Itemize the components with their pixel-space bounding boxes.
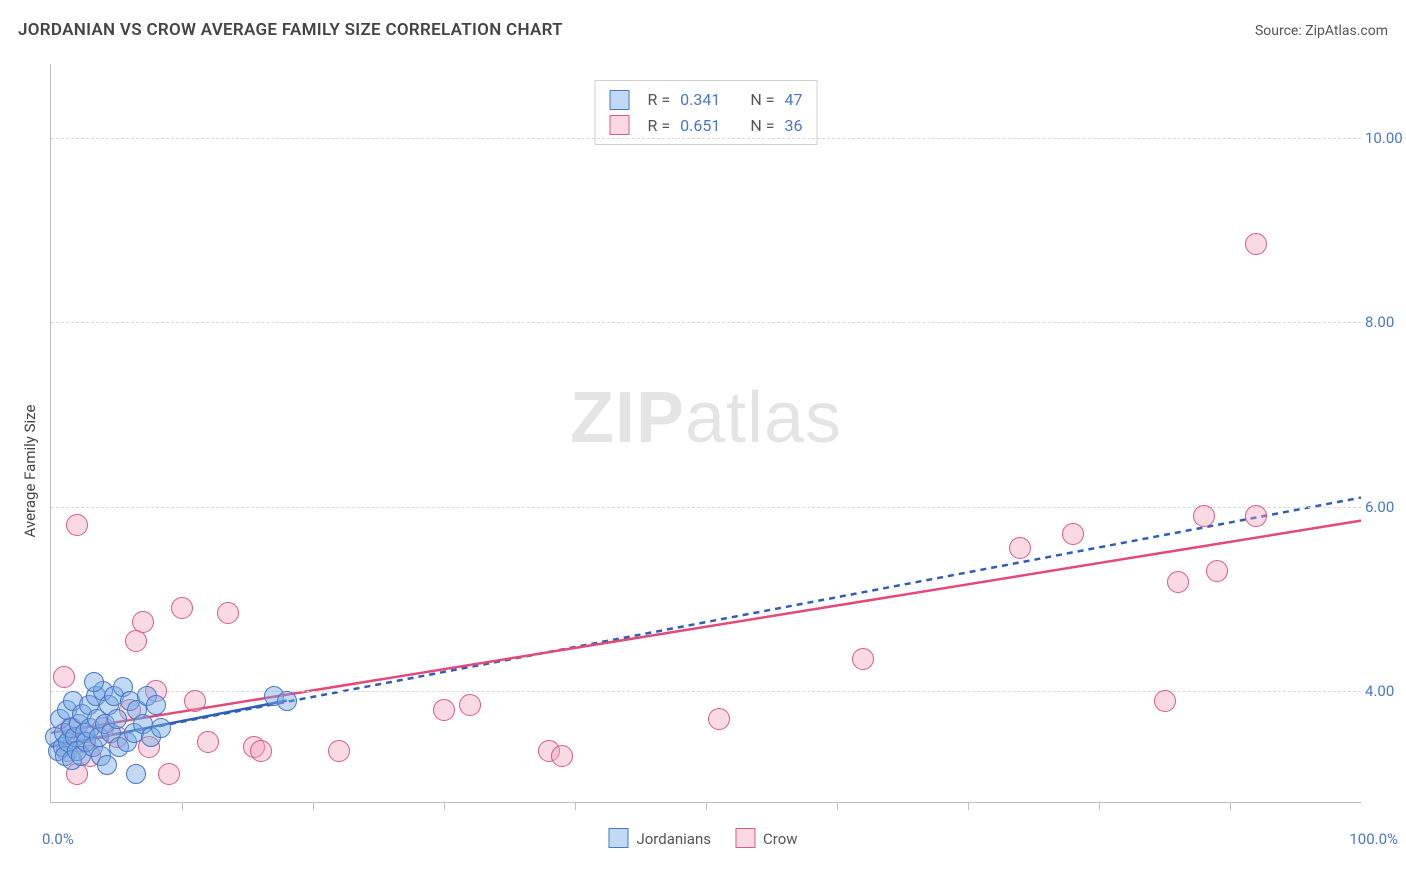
stats-r-value: 0.341 [680, 87, 720, 113]
jordanians-marker [277, 691, 297, 711]
legend-label: Jordanians [636, 830, 711, 848]
crow-marker [250, 740, 272, 762]
crow-marker [197, 731, 219, 753]
chart-title: JORDANIAN VS CROW AVERAGE FAMILY SIZE CO… [18, 20, 563, 40]
crow-marker [1193, 505, 1215, 527]
x-axis-max-label: 100.0% [1349, 830, 1398, 848]
legend-swatch [735, 828, 755, 848]
crow-marker [132, 611, 154, 633]
y-tick-label: 4.00 [1365, 682, 1406, 700]
jordanians-marker [146, 695, 166, 715]
stats-r-value: 0.651 [680, 113, 720, 139]
chart-header: JORDANIAN VS CROW AVERAGE FAMILY SIZE CO… [18, 20, 1388, 40]
crow-marker [1062, 523, 1084, 545]
crow-marker [459, 694, 481, 716]
series-legend: Jordanians Crow [608, 828, 797, 848]
x-tick [182, 802, 183, 810]
crow-marker [66, 514, 88, 536]
x-tick [444, 802, 445, 810]
x-tick [313, 802, 314, 810]
crow-marker [328, 740, 350, 762]
crow-marker [708, 708, 730, 730]
legend-item: Jordanians [608, 828, 711, 848]
y-tick-label: 10.00 [1365, 129, 1406, 147]
gridline-h [51, 322, 1361, 323]
crow-marker [551, 745, 573, 767]
legend-swatch [608, 828, 628, 848]
jordanians-marker [97, 755, 117, 775]
x-tick [575, 802, 576, 810]
x-tick [1099, 802, 1100, 810]
stats-swatch [610, 115, 630, 135]
x-tick [1230, 802, 1231, 810]
stats-n-value: 36 [784, 113, 802, 139]
stats-row: R = 0.651 N = 36 [610, 113, 803, 139]
x-tick [968, 802, 969, 810]
stats-row: R = 0.341 N = 47 [610, 87, 803, 113]
gridline-h [51, 138, 1361, 139]
legend-label: Crow [763, 830, 798, 848]
crow-marker [1009, 537, 1031, 559]
stats-r-label: R = [648, 87, 671, 113]
plot-area: ZIPatlas R =0.341N =47R =0.651N =36 4.00… [50, 64, 1361, 803]
jordanians-marker [126, 764, 146, 784]
crow-marker [1167, 571, 1189, 593]
crow-marker [852, 648, 874, 670]
crow-marker [1245, 233, 1267, 255]
crow-marker [53, 666, 75, 688]
crow-marker [184, 690, 206, 712]
crow-marker [158, 763, 180, 785]
x-tick [837, 802, 838, 810]
gridline-h [51, 507, 1361, 508]
jordanians-marker [84, 672, 104, 692]
x-tick [706, 802, 707, 810]
chart-container: Average Family Size ZIPatlas R = 0.341 N =… [0, 50, 1406, 892]
watermark: ZIPatlas [570, 377, 842, 459]
crow-marker [1245, 505, 1267, 527]
y-tick-label: 8.00 [1365, 313, 1406, 331]
legend-item: Crow [735, 828, 798, 848]
chart-source: Source: ZipAtlas.com [1255, 23, 1388, 39]
watermark-rest: atlas [685, 378, 842, 458]
crow-marker [1154, 690, 1176, 712]
crow-marker [217, 602, 239, 624]
stats-r-label: R = [648, 113, 671, 139]
crow-marker [433, 699, 455, 721]
y-tick-label: 6.00 [1365, 498, 1406, 516]
y-axis-label: Average Family Size [21, 405, 39, 538]
stats-n-label: N = [750, 113, 774, 139]
crow-marker [1206, 560, 1228, 582]
x-axis-min-label: 0.0% [42, 830, 74, 848]
jordanians-marker [107, 709, 127, 729]
stats-swatch [610, 90, 630, 110]
stats-n-label: N = [750, 87, 774, 113]
watermark-bold: ZIP [570, 378, 685, 458]
stats-legend: R = 0.341 N = 47 R = 0.651 N = 36 [595, 80, 818, 145]
stats-n-value: 47 [784, 87, 802, 113]
jordanians-marker [151, 718, 171, 738]
crow-marker [171, 597, 193, 619]
